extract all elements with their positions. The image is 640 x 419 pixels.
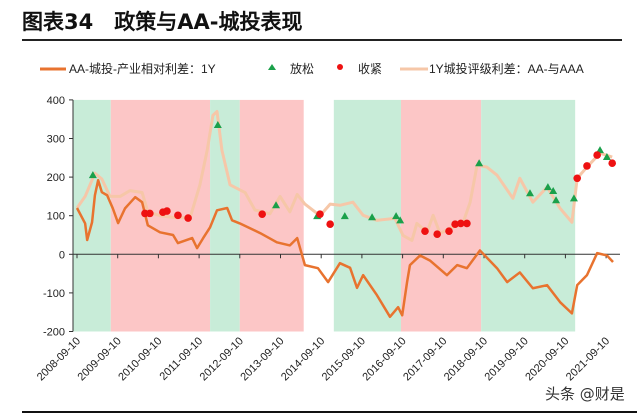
- tightening-marker: [174, 211, 182, 220]
- tightening-marker: [184, 214, 192, 222]
- easing-marker: [213, 120, 222, 128]
- watermark: 头条 @财是: [545, 385, 625, 403]
- title-divider: [22, 39, 622, 41]
- easing-marker: [552, 196, 561, 204]
- easing-marker: [475, 159, 484, 167]
- tightening-marker: [608, 159, 617, 168]
- tightening-marker: [573, 174, 582, 183]
- tightening-marker: [316, 210, 324, 218]
- tightening-marker: [258, 210, 266, 218]
- easing-marker: [569, 194, 578, 202]
- tightening-marker: [445, 227, 453, 235]
- easing-marker: [272, 201, 281, 209]
- legend-tightening-icon: [337, 64, 343, 70]
- band-tightening: [239, 99, 304, 332]
- easing-marker: [549, 186, 558, 194]
- tightening-marker: [593, 151, 601, 159]
- y-tick-label: 0: [59, 249, 65, 261]
- tightening-marker: [163, 207, 171, 215]
- band-tightening: [400, 99, 482, 332]
- y-tick-label: -100: [43, 288, 65, 300]
- relative-spread-line: [75, 178, 614, 319]
- y-tick-label: -200: [43, 327, 65, 339]
- legend-relative-label: AA-城投-产业相对利差：1Y: [69, 61, 216, 76]
- easing-marker: [340, 212, 349, 220]
- y-tick-label: 300: [47, 134, 65, 146]
- tightening-marker: [146, 209, 154, 218]
- easing-marker: [525, 189, 534, 197]
- tightening-marker: [451, 220, 459, 228]
- easing-marker: [368, 213, 377, 221]
- tightening-marker: [433, 230, 441, 239]
- figure-title: 图表34 政策与AA-城投表现: [22, 10, 303, 34]
- tightening-marker: [457, 219, 465, 228]
- bottom-divider: [22, 411, 637, 413]
- easing-marker: [392, 212, 401, 220]
- x-tick-label: 2010-09-10: [116, 335, 164, 383]
- y-tick-label: 200: [47, 172, 65, 184]
- x-tick-label: 2021-09-10: [564, 335, 612, 383]
- band-easing: [481, 99, 576, 332]
- tightening-marker: [326, 220, 334, 228]
- tightening-marker: [421, 227, 429, 235]
- rating-spread-line: [75, 109, 613, 242]
- easing-marker: [396, 216, 405, 224]
- easing-marker: [595, 146, 604, 154]
- tightening-marker: [463, 219, 471, 228]
- tightening-marker: [583, 162, 591, 170]
- y-tick-label: 100: [47, 211, 65, 223]
- y-tick-label: 400: [47, 95, 65, 107]
- legend-rating-label: 1Y城投评级利差：AA-与AAA: [429, 61, 584, 76]
- legend-easing-icon: [268, 64, 276, 70]
- legend-easing-label: 放松: [290, 61, 314, 76]
- easing-marker: [88, 171, 97, 179]
- legend-tightening-label: 收紧: [358, 62, 382, 76]
- easing-marker: [602, 153, 611, 161]
- easing-marker: [543, 183, 552, 191]
